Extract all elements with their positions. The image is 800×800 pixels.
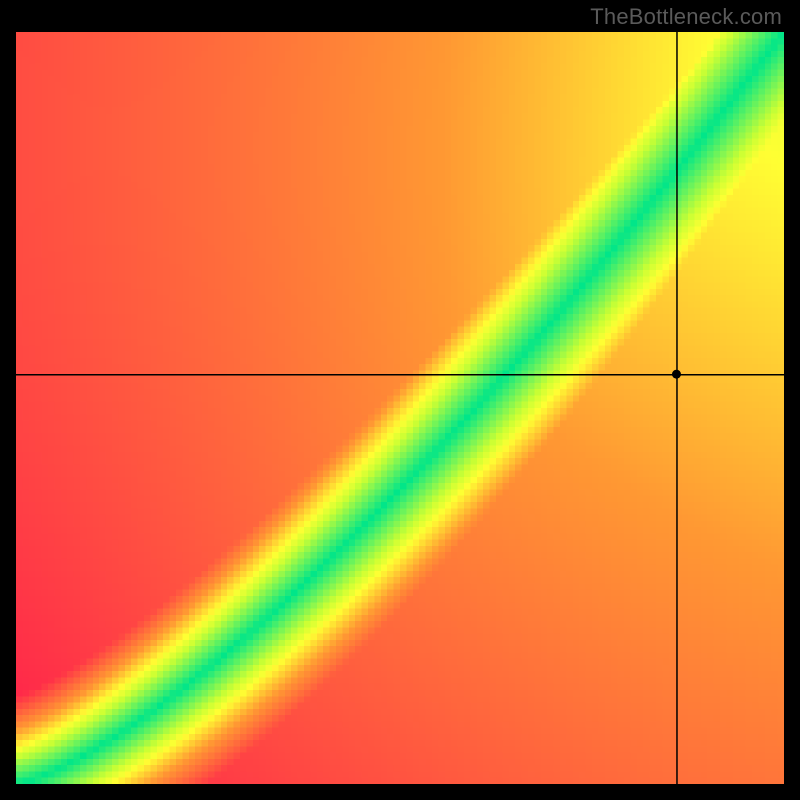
attribution-text: TheBottleneck.com	[590, 4, 782, 30]
crosshair-overlay	[16, 32, 784, 784]
chart-container: TheBottleneck.com	[0, 0, 800, 800]
heatmap-plot	[16, 32, 784, 784]
